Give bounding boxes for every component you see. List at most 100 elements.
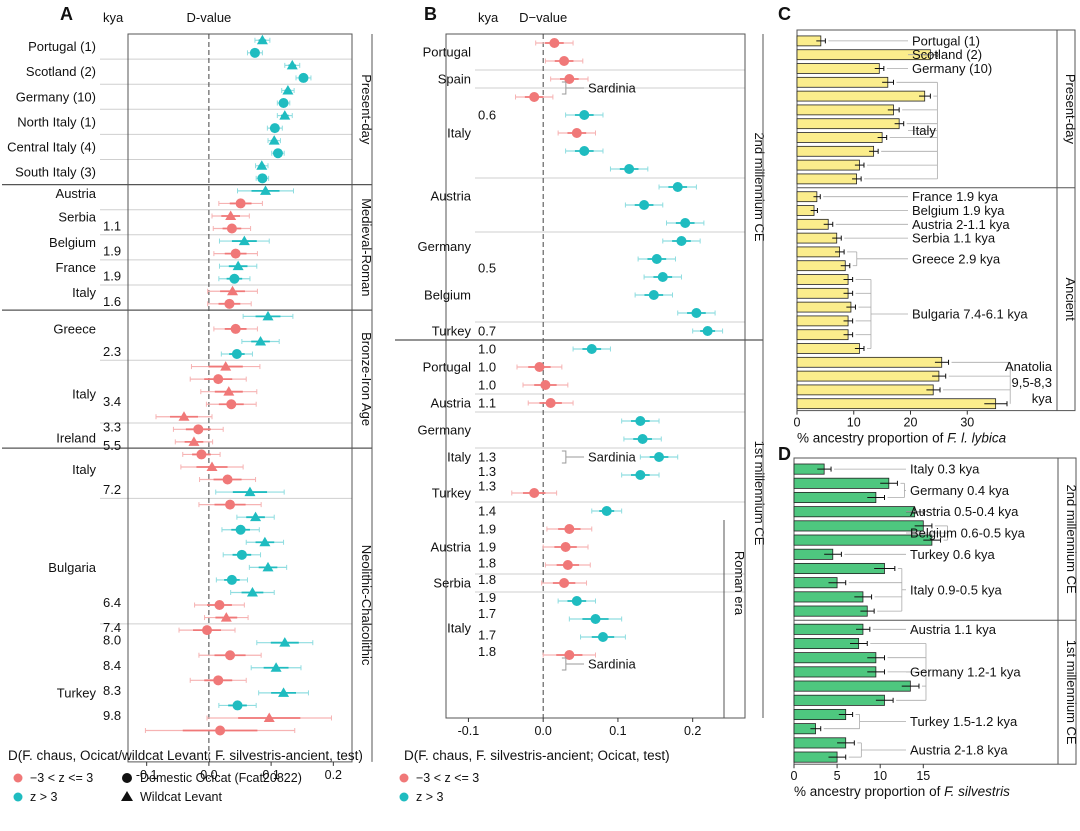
population-label: Italy	[447, 126, 471, 141]
data-point-circle	[579, 146, 590, 156]
kya-label: 1.7	[478, 628, 496, 643]
population-label: Germany	[418, 239, 472, 254]
data-point-triangle	[260, 185, 272, 195]
data-point-triangle	[220, 361, 232, 371]
data-point-circle	[257, 173, 268, 184]
x-tick-label: 0	[791, 769, 798, 783]
data-point-circle	[278, 98, 289, 109]
dvalue-title: D-value	[186, 10, 231, 25]
dvalue-title: D−value	[519, 10, 567, 25]
bar	[796, 173, 857, 185]
annotation-label: Sardinia	[588, 657, 636, 672]
group-label: Greece 2.9 kya	[912, 251, 1001, 266]
data-point-circle	[193, 424, 204, 435]
data-point-triangle	[262, 561, 274, 572]
group-label: Portugal (1)	[912, 33, 980, 48]
panel-b-legend: −3 < z <= 3 z > 3	[399, 771, 479, 804]
data-point-triangle	[220, 612, 232, 622]
legend-triangle-swatch	[121, 791, 133, 801]
population-label: Austria	[431, 396, 472, 411]
population-label: Serbia	[58, 210, 96, 225]
data-point-circle	[229, 273, 240, 284]
population-label: Scotland (2)	[26, 64, 96, 79]
group-label: Anatolia	[1005, 359, 1053, 374]
panel-d-ancestry-bars: D 2nd millennium CE 1st millennium CE Ital…	[778, 444, 1079, 799]
data-point-circle	[586, 344, 597, 354]
data-point-circle	[624, 164, 635, 174]
group-label: Germany 0.4 kya	[910, 483, 1010, 498]
legend-circle-label: Domestic Ocicat (Fcat20822)	[140, 771, 302, 785]
data-point-circle	[571, 596, 582, 606]
data-point-triangle	[256, 34, 268, 45]
bar	[796, 76, 889, 88]
data-point-circle	[564, 650, 575, 660]
data-point-circle	[529, 92, 540, 102]
data-point-circle	[549, 38, 560, 48]
annotation-label: Sardinia	[588, 81, 636, 96]
x-tick-label: 0	[794, 416, 801, 430]
x-tick-label: 15	[916, 769, 930, 783]
data-point-triangle	[244, 486, 256, 497]
kya-label: 1.9	[103, 244, 121, 259]
data-point-circle	[648, 290, 659, 300]
data-point-circle	[215, 725, 226, 736]
legend-b-pink-swatch	[399, 773, 409, 783]
data-point-circle	[226, 399, 237, 410]
section-label: Present-day	[1063, 74, 1078, 145]
population-label: France	[56, 260, 96, 275]
bar	[796, 356, 943, 368]
legend-triangle-label: Wildcat Levant	[140, 790, 223, 804]
bar	[796, 159, 860, 171]
bar	[796, 260, 846, 272]
legend-teal-label: z > 3	[30, 790, 57, 804]
bar	[796, 218, 829, 230]
kya-label: 1.7	[478, 606, 496, 621]
annotation-bracket	[561, 657, 567, 671]
population-label: Spain	[438, 72, 471, 87]
population-label: Portugal	[423, 360, 472, 375]
population-label: Belgium	[49, 235, 96, 250]
kya-header: kya	[103, 10, 124, 25]
data-point-circle	[230, 323, 241, 334]
panel-b-letter: B	[424, 4, 437, 24]
data-point-circle	[540, 380, 551, 390]
x-tick-label: 0.2	[684, 724, 701, 738]
kya-label: 5.5	[103, 438, 121, 453]
data-point-circle	[269, 123, 280, 134]
annotation-bracket	[561, 81, 567, 95]
kya-label: 0.6	[478, 108, 496, 123]
group-label: Turkey 1.5-1.2 kya	[910, 714, 1018, 729]
population-label: Austria	[56, 186, 97, 201]
annotation-label: Sardinia	[588, 450, 636, 465]
bar	[793, 694, 885, 706]
bar	[793, 562, 885, 575]
data-point-circle	[672, 182, 683, 192]
bar	[793, 708, 847, 721]
population-label: Turkey	[432, 324, 472, 339]
bar	[796, 398, 997, 410]
kya-label: 8.4	[103, 658, 121, 673]
kya-label: 1.4	[478, 504, 496, 519]
section-label: Neolithic-Chalcolithic	[359, 545, 374, 666]
data-point-triangle	[188, 436, 200, 446]
population-label: Turkey	[57, 685, 97, 700]
kya-label: 7.2	[103, 482, 121, 497]
data-point-triangle	[256, 160, 268, 170]
data-point-triangle	[259, 536, 271, 547]
population-label: Bulgaria	[48, 560, 96, 575]
bar	[796, 301, 852, 313]
section-label: Present-day	[359, 74, 374, 145]
section-label: Medieval-Roman	[359, 198, 374, 296]
data-point-circle	[213, 374, 224, 385]
bar	[796, 315, 849, 327]
population-label: Ireland	[56, 431, 96, 446]
data-point-triangle	[282, 84, 294, 95]
data-point-triangle	[250, 511, 262, 522]
data-point-circle	[231, 349, 242, 360]
kya-label: 3.4	[103, 394, 121, 409]
data-point-circle	[224, 298, 235, 309]
data-point-circle	[597, 632, 608, 642]
data-point-triangle	[178, 411, 190, 421]
x-axis-label-prefix: % ancestry proportion of	[797, 431, 947, 446]
data-point-circle	[635, 416, 646, 426]
